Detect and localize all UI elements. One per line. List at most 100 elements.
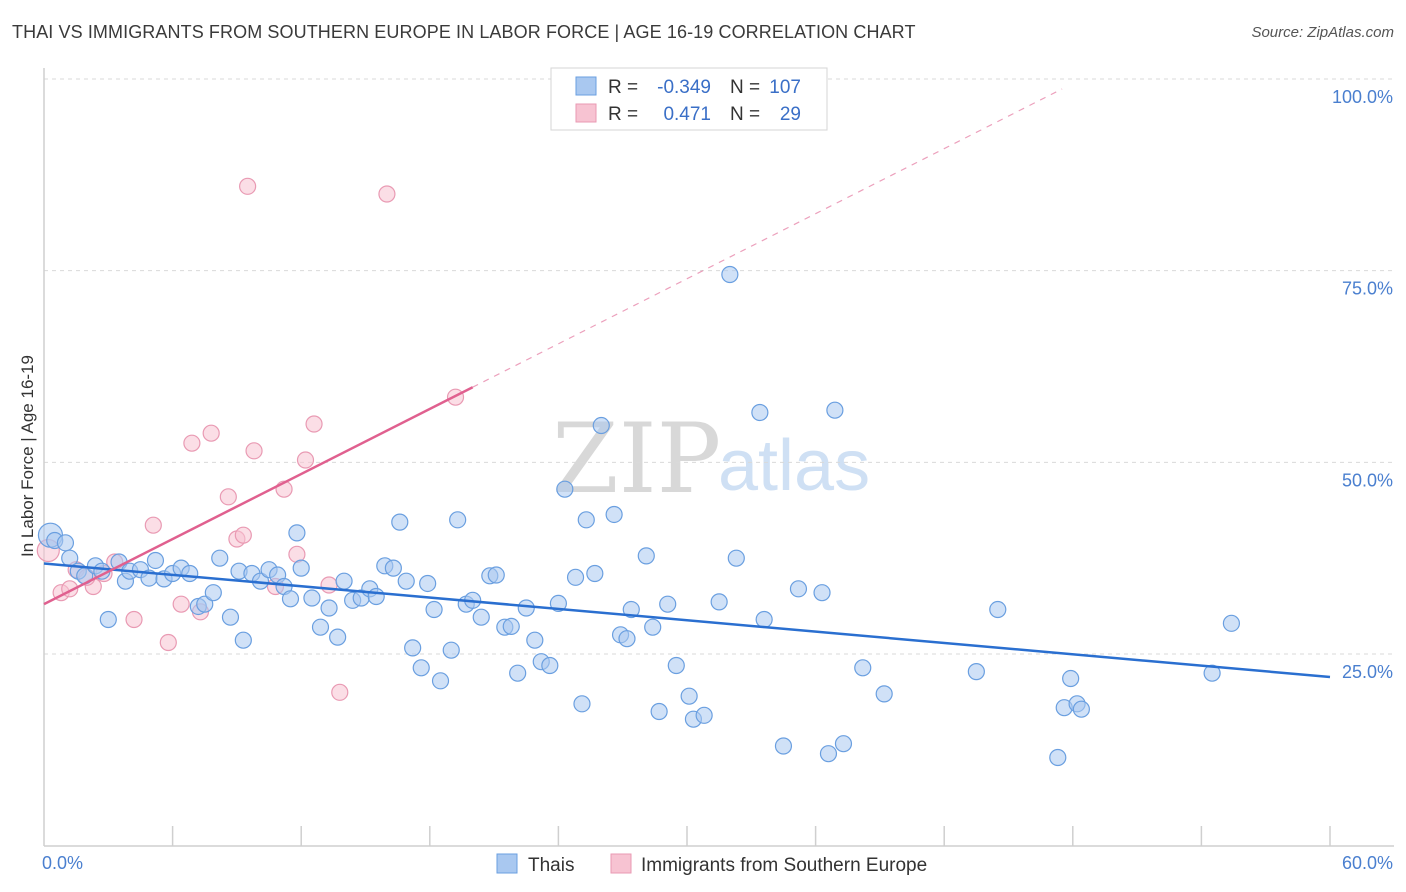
x-tick-marks	[171, 826, 1331, 846]
y-tick-label-75: 75.0%	[1342, 279, 1393, 299]
watermark-atlas: atlas	[718, 426, 870, 506]
watermark-zip: ZIP	[552, 403, 721, 515]
point-thais	[622, 600, 640, 619]
stats-n-label-immigrants: N =	[730, 104, 760, 125]
point-immigrants	[331, 683, 349, 701]
point-thais	[404, 639, 422, 657]
chart-source: Source: ZipAtlas.com	[1251, 24, 1394, 41]
point-thais	[667, 656, 685, 675]
y-tick-label-100: 100.0%	[1332, 87, 1393, 107]
x-tick-label-min: 0.0%	[42, 853, 83, 873]
point-thais	[751, 403, 769, 422]
stats-r-value-thais: -0.349	[657, 77, 711, 98]
trend-lines	[43, 88, 1331, 679]
point-thais	[292, 559, 310, 577]
stats-n-value-thais: 107	[769, 77, 801, 98]
point-thais	[288, 524, 306, 542]
point-thais	[592, 416, 610, 435]
point-thais	[449, 511, 467, 529]
point-thais	[541, 656, 559, 675]
legend-label-immigrants: Immigrants from Southern Europe	[641, 855, 927, 876]
stats-n-label-thais: N =	[730, 77, 760, 98]
point-thais	[695, 706, 713, 724]
point-thais	[680, 687, 698, 705]
point-thais	[419, 574, 437, 593]
stats-box: R = -0.349 N = 107 R = 0.471 N = 29	[550, 67, 828, 131]
point-thais	[509, 664, 527, 682]
point-thais	[281, 590, 300, 608]
point-thais	[211, 549, 229, 567]
point-thais	[1072, 700, 1090, 718]
point-thais	[586, 564, 604, 583]
point-thais	[181, 564, 199, 583]
point-thais	[472, 608, 490, 626]
point-thais	[774, 737, 793, 755]
point-thais	[146, 551, 165, 570]
trend-line-thais	[43, 562, 1331, 679]
stats-n-value-immigrants: 29	[780, 104, 801, 125]
point-thais	[329, 628, 347, 646]
point-thais	[659, 595, 677, 613]
point-thais	[204, 584, 222, 602]
stats-r-value-immigrants: 0.471	[663, 104, 711, 125]
point-immigrants	[144, 516, 162, 534]
point-immigrants	[125, 610, 143, 629]
point-thais	[442, 641, 460, 659]
point-thais	[234, 631, 252, 649]
point-thais	[813, 584, 831, 602]
point-thais	[819, 745, 838, 763]
point-thais	[431, 672, 450, 690]
point-thais	[644, 618, 662, 636]
point-immigrants	[305, 415, 323, 433]
point-immigrants	[239, 177, 257, 195]
point-thais	[834, 735, 853, 753]
y-tick-label-50: 50.0%	[1342, 470, 1393, 490]
trend-line-immigrants-extension	[472, 88, 1063, 388]
legend-swatch-thais	[496, 853, 518, 874]
stats-r-label-thais: R =	[608, 77, 638, 98]
y-tick-label-25: 25.0%	[1342, 662, 1393, 682]
point-thais	[221, 608, 240, 626]
point-thais	[526, 631, 544, 649]
point-thais	[721, 265, 739, 284]
trend-line-immigrants	[43, 386, 474, 606]
point-thais	[1203, 664, 1221, 682]
point-thais	[391, 513, 409, 531]
point-immigrants	[296, 451, 315, 469]
point-thais	[311, 618, 330, 636]
point-thais	[56, 534, 75, 552]
point-thais	[605, 505, 623, 524]
point-thais	[573, 695, 591, 713]
point-thais	[854, 659, 872, 677]
point-thais	[875, 685, 893, 703]
point-thais	[517, 599, 535, 617]
point-thais	[618, 630, 636, 648]
point-thais	[99, 610, 117, 629]
legend-label-thais: Thais	[528, 855, 574, 876]
point-thais	[1062, 669, 1080, 688]
point-thais	[425, 600, 443, 619]
point-thais	[989, 600, 1007, 619]
point-thais	[384, 559, 402, 577]
point-thais	[967, 663, 985, 681]
series-thais-points	[37, 265, 1241, 767]
point-immigrants	[219, 488, 237, 506]
x-tick-label-max: 60.0%	[1342, 853, 1393, 873]
legend: Thais Immigrants from Southern Europe	[496, 853, 927, 876]
point-immigrants	[172, 595, 190, 613]
point-thais	[502, 617, 520, 636]
point-thais	[755, 610, 773, 629]
point-thais	[710, 593, 728, 611]
point-thais	[487, 566, 505, 584]
stats-r-label-immigrants: R =	[608, 104, 638, 125]
point-thais	[826, 401, 844, 419]
point-immigrants	[159, 633, 177, 652]
stats-swatch-thais	[575, 76, 597, 96]
point-immigrants	[245, 442, 263, 460]
y-axis-label: In Labor Force | Age 16-19	[18, 355, 37, 557]
point-thais	[789, 580, 808, 598]
point-immigrants	[378, 185, 396, 203]
point-thais	[412, 659, 430, 677]
point-thais	[397, 572, 415, 590]
point-thais	[556, 480, 574, 498]
